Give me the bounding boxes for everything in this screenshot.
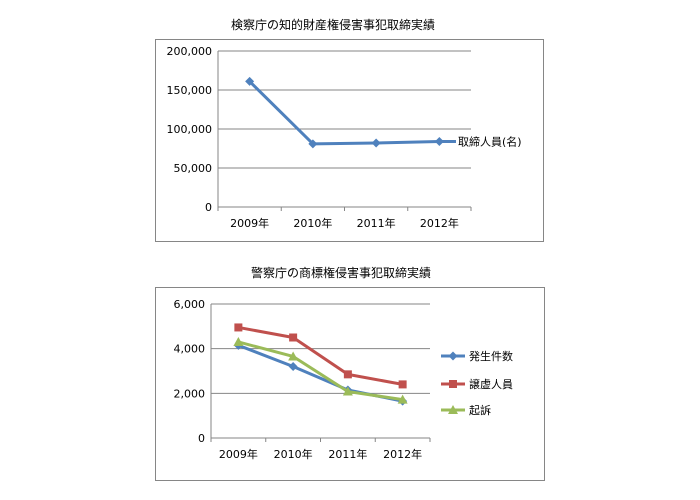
chart-2-xtick-label: 2011年 [328,447,367,461]
chart-2-ytick-label: 2,000 [174,387,206,400]
chart-2-data-point [398,380,407,389]
chart-2: 警察庁の商標権侵害事犯取締実績 0 2,000 4,000 6,000 2009年 201… [155,266,545,481]
chart-2-xtick-label: 2010年 [274,447,313,461]
chart-1-ytick-label: 50,000 [174,162,213,175]
chart-1-series-line [248,80,440,146]
chart-1-series-label: 取締人員(名) [458,134,522,148]
chart-2-series-line [237,340,403,402]
chart-1-data-point [245,76,255,86]
chart-2-title: 警察庁の商標権侵害事犯取締実績 [251,266,432,280]
chart-1-xtick-label: 2009年 [230,216,269,230]
chart-2-legend-label: 譲虚人員 [469,377,513,391]
chart-2-data-point [288,351,299,361]
chart-1-xtick-label: 2012年 [420,216,459,230]
chart-1-data-point [371,138,381,148]
chart-2-legend-marker [448,351,458,361]
chart-2-data-point [343,370,352,379]
chart-2-data-point [288,362,298,372]
chart-1: 検察庁の知的財産権侵害事犯取締実績 0 50,000 100,000 150,000 2… [155,18,544,242]
chart-1-data-point [308,139,318,149]
chart-2-legend-marker [449,380,457,388]
chart-1-ytick-label: 150,000 [167,84,213,97]
chart-1-ytick-label: 200,000 [167,45,213,58]
chart-2-series-line [238,325,403,386]
chart-2-data-point [397,394,408,404]
chart-2-legend-label: 起訴 [469,403,491,417]
chart-2-plot: 0 2,000 4,000 6,000 2009年 2010年 2011年 2012年 発生件数… [174,298,514,461]
chart-2-legend-label: 発生件数 [469,349,513,363]
chart-2-ytick-label: 4,000 [174,343,206,356]
chart-1-ytick-label: 100,000 [167,123,213,136]
chart-2-data-point [234,323,243,332]
chart-2-ytick-label: 0 [198,432,205,445]
chart-1-xtick-label: 2011年 [357,216,396,230]
chart-1-xtick-label: 2010年 [293,216,332,230]
chart-2-xtick-label: 2009年 [219,447,258,461]
chart-2-data-point [289,333,298,342]
chart-2-data-point [342,386,353,396]
chart-2-data-point [233,336,244,346]
chart-2-xtick-label: 2012年 [383,447,422,461]
chart-2-ytick-label: 6,000 [174,298,206,311]
chart-1-title: 検察庁の知的財産権侵害事犯取締実績 [231,18,436,32]
chart-2-legend-marker [448,405,458,414]
chart-1-ytick-label: 0 [205,201,212,214]
chart-1-plot: 0 50,000 100,000 150,000 200,000 2009年 2010年 20… [167,45,522,230]
